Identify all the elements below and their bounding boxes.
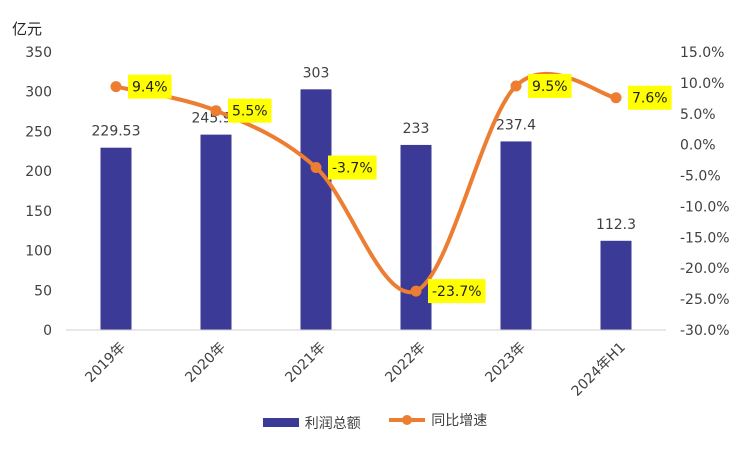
growth-line <box>114 71 618 295</box>
bar <box>500 141 532 330</box>
bar-value-label: 112.3 <box>596 217 636 233</box>
bar <box>600 240 632 330</box>
right-axis-tick: -30.0% <box>680 323 730 339</box>
growth-value-label: 9.5% <box>528 73 572 98</box>
bar-value-label: 233 <box>403 121 430 137</box>
x-axis-tick: 2021年 <box>282 340 328 386</box>
left-axis-ticks: 0 50 100 150 200 250 300 350 <box>25 45 52 339</box>
growth-point <box>610 92 622 104</box>
svg-text:9.5%: 9.5% <box>532 79 568 95</box>
growth-points <box>110 80 622 297</box>
right-axis-tick: -25.0% <box>680 292 730 308</box>
right-axis-tick: -20.0% <box>680 261 730 277</box>
x-axis-tick: 2022年 <box>382 340 428 386</box>
right-axis-ticks: -30.0% -25.0% -20.0% -15.0% -10.0% -5.0% 0.0% 5… <box>680 45 730 339</box>
svg-text:9.4%: 9.4% <box>132 80 168 96</box>
bar <box>200 134 232 330</box>
x-axis-tick: 2020年 <box>182 340 228 386</box>
growth-point <box>510 80 522 92</box>
growth-point <box>110 81 122 93</box>
bar-value-label: 229.53 <box>92 124 141 140</box>
growth-point <box>210 105 222 117</box>
bar-value-label: 303 <box>303 65 330 81</box>
svg-text:-3.7%: -3.7% <box>332 161 373 177</box>
legend-line-swatch <box>389 413 426 427</box>
bar <box>400 144 432 330</box>
legend-line-label: 同比增速 <box>431 413 488 429</box>
left-axis-tick: 150 <box>25 204 52 220</box>
left-axis-tick: 0 <box>43 323 52 339</box>
left-axis-tick: 350 <box>25 45 52 61</box>
growth-value-label: 5.5% <box>228 98 272 123</box>
svg-text:5.5%: 5.5% <box>232 104 268 120</box>
legend-item-bar: 利润总额 <box>262 413 361 433</box>
right-axis-tick: 5.0% <box>680 107 716 123</box>
growth-value-labels: 9.4% 5.5% -3.7% -23.7% 9.5% 7.6% <box>128 73 672 304</box>
growth-point <box>410 285 422 297</box>
legend-item-line: 同比增速 <box>389 410 487 430</box>
x-axis-tick: 2024年H1 <box>569 340 629 400</box>
growth-point <box>310 162 322 174</box>
svg-text:7.6%: 7.6% <box>632 91 668 107</box>
bar-series <box>100 89 632 331</box>
x-axis-tick: 2023年 <box>482 340 528 386</box>
right-axis-tick: 10.0% <box>680 76 724 92</box>
left-axis-tick: 100 <box>25 244 52 260</box>
right-axis-tick: 15.0% <box>680 45 724 61</box>
legend-bar-swatch <box>262 418 299 427</box>
x-axis-ticks: 2019年 2020年 2021年 2022年 2023年 2024年H1 <box>82 340 628 400</box>
right-axis-tick: -15.0% <box>680 230 730 246</box>
left-axis-tick: 200 <box>25 164 52 180</box>
legend: 利润总额 同比增速 <box>0 410 750 433</box>
bar <box>100 147 132 330</box>
right-axis-tick: 0.0% <box>680 138 716 154</box>
left-axis-tick: 250 <box>25 124 52 140</box>
svg-text:-23.7%: -23.7% <box>432 284 482 300</box>
bar <box>300 89 332 331</box>
growth-value-label: -23.7% <box>428 279 486 304</box>
right-axis-tick: -10.0% <box>680 199 730 215</box>
left-axis-tick: 50 <box>34 283 52 299</box>
chart: 亿元 0 50 100 150 200 250 300 350 -30.0% -25.0% -20… <box>12 20 730 400</box>
left-axis-unit: 亿元 <box>12 20 42 38</box>
bar-value-label: 237.4 <box>496 117 536 133</box>
growth-value-label: -3.7% <box>328 155 377 180</box>
right-axis-tick: -5.0% <box>680 169 721 185</box>
growth-value-label: 9.4% <box>128 74 172 99</box>
x-axis-tick: 2019年 <box>82 340 128 386</box>
legend-bar-label: 利润总额 <box>304 415 361 432</box>
growth-value-label: 7.6% <box>628 85 672 110</box>
left-axis-tick: 300 <box>25 85 52 101</box>
